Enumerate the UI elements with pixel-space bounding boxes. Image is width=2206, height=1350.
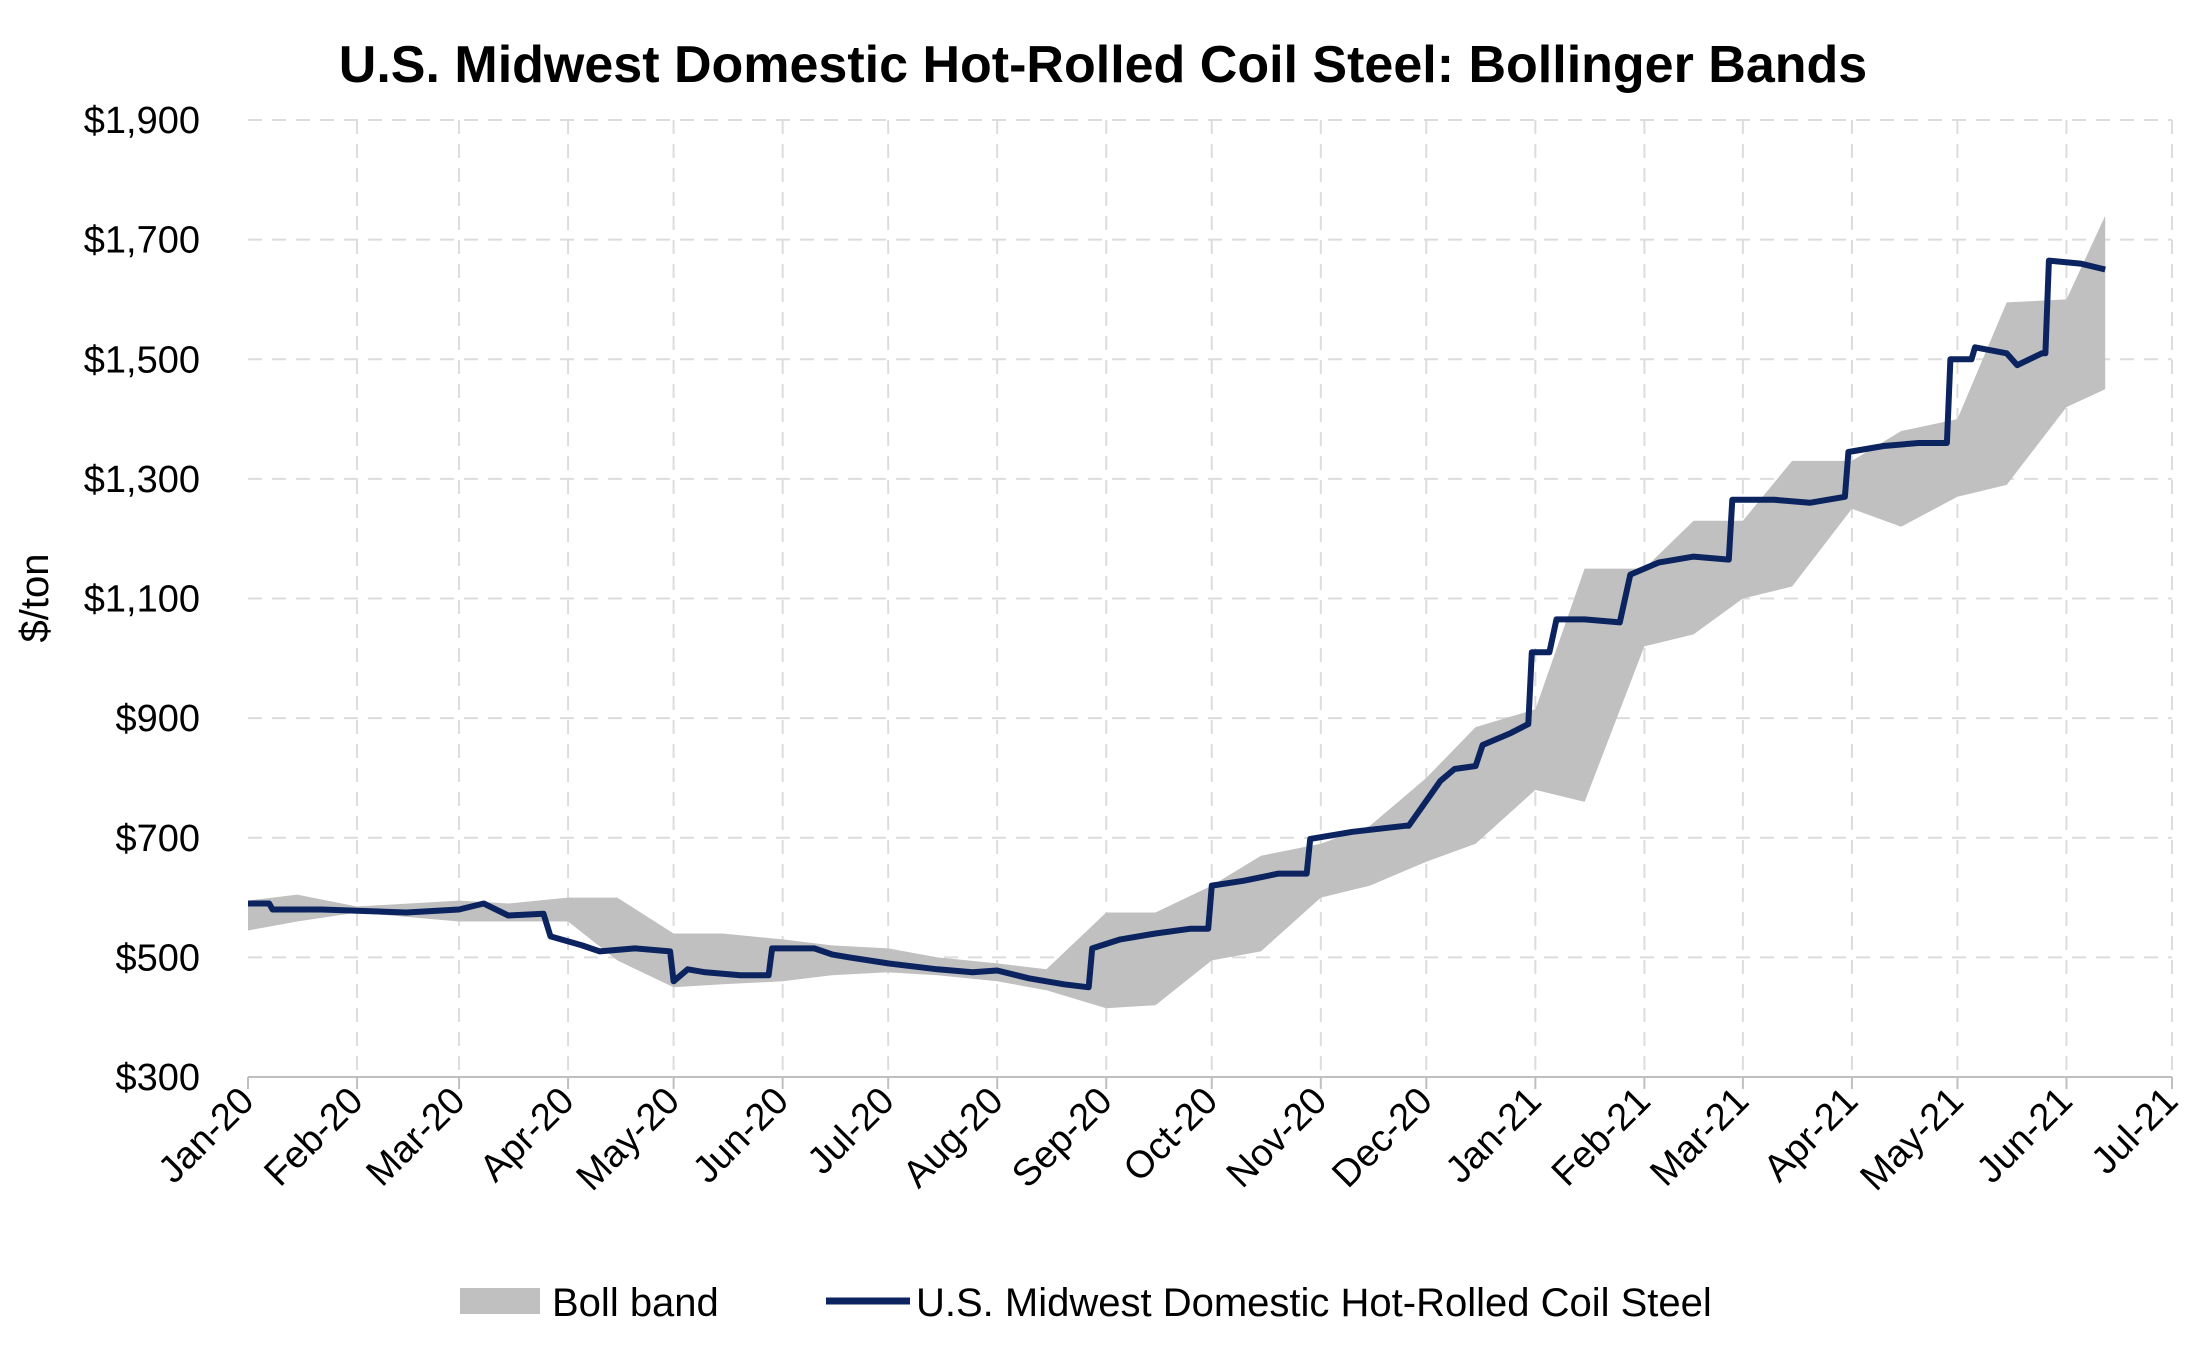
chart-title: U.S. Midwest Domestic Hot-Rolled Coil St…	[339, 36, 1867, 94]
y-tick-label: $1,700	[84, 220, 200, 262]
x-tick-label: Feb-21	[1544, 1080, 1659, 1195]
x-tick-label: Jan-21	[1438, 1080, 1550, 1192]
x-tick-label: Sep-20	[1004, 1080, 1120, 1196]
x-tick-label: May-21	[1853, 1080, 1972, 1199]
legend-band-label: Boll band	[552, 1281, 719, 1325]
price-series-line	[248, 257, 2106, 991]
y-tick-label: $700	[115, 818, 200, 860]
y-tick-label: $900	[115, 698, 200, 740]
x-tick-label: Nov-20	[1219, 1080, 1335, 1196]
y-tick-label: $1,300	[84, 459, 200, 501]
grid	[248, 119, 2173, 1077]
x-tick-label: Dec-20	[1324, 1080, 1440, 1196]
price-line	[248, 257, 2106, 991]
x-tick-label: Apr-21	[1756, 1080, 1866, 1190]
y-axis-label: $/ton	[13, 554, 57, 643]
x-tick-label: Jun-20	[685, 1080, 797, 1192]
axes	[247, 1076, 2173, 1089]
x-tick-label: Feb-20	[257, 1080, 372, 1195]
y-tick-labels: $300 $500 $700 $900 $1,100 $1,300 $1,500 $1,700…	[84, 100, 200, 1099]
legend-band-swatch	[460, 1288, 540, 1314]
y-tick-label: $1,500	[84, 339, 200, 381]
y-tick-label: $1,100	[84, 579, 200, 621]
legend: Boll band U.S. Midwest Domestic Hot-Roll…	[460, 1281, 1712, 1325]
x-tick-label: May-20	[569, 1080, 688, 1199]
y-tick-label: $300	[115, 1057, 200, 1099]
band-area	[248, 215, 2106, 1009]
x-tick-label: Jul-20	[800, 1080, 903, 1183]
x-tick-label: Mar-21	[1642, 1080, 1757, 1195]
x-tick-label: Aug-20	[895, 1080, 1011, 1196]
y-tick-label: $1,900	[84, 100, 200, 142]
x-tick-label: Mar-20	[359, 1080, 474, 1195]
bollinger-band	[248, 215, 2106, 1009]
x-tick-label: Apr-20	[472, 1080, 582, 1190]
x-tick-label: Jul-21	[2083, 1080, 2186, 1183]
x-tick-label: Jun-21	[1969, 1080, 2081, 1192]
y-tick-label: $500	[115, 937, 200, 979]
x-tick-label: Oct-20	[1116, 1080, 1226, 1190]
legend-line-label: U.S. Midwest Domestic Hot-Rolled Coil St…	[916, 1281, 1712, 1325]
